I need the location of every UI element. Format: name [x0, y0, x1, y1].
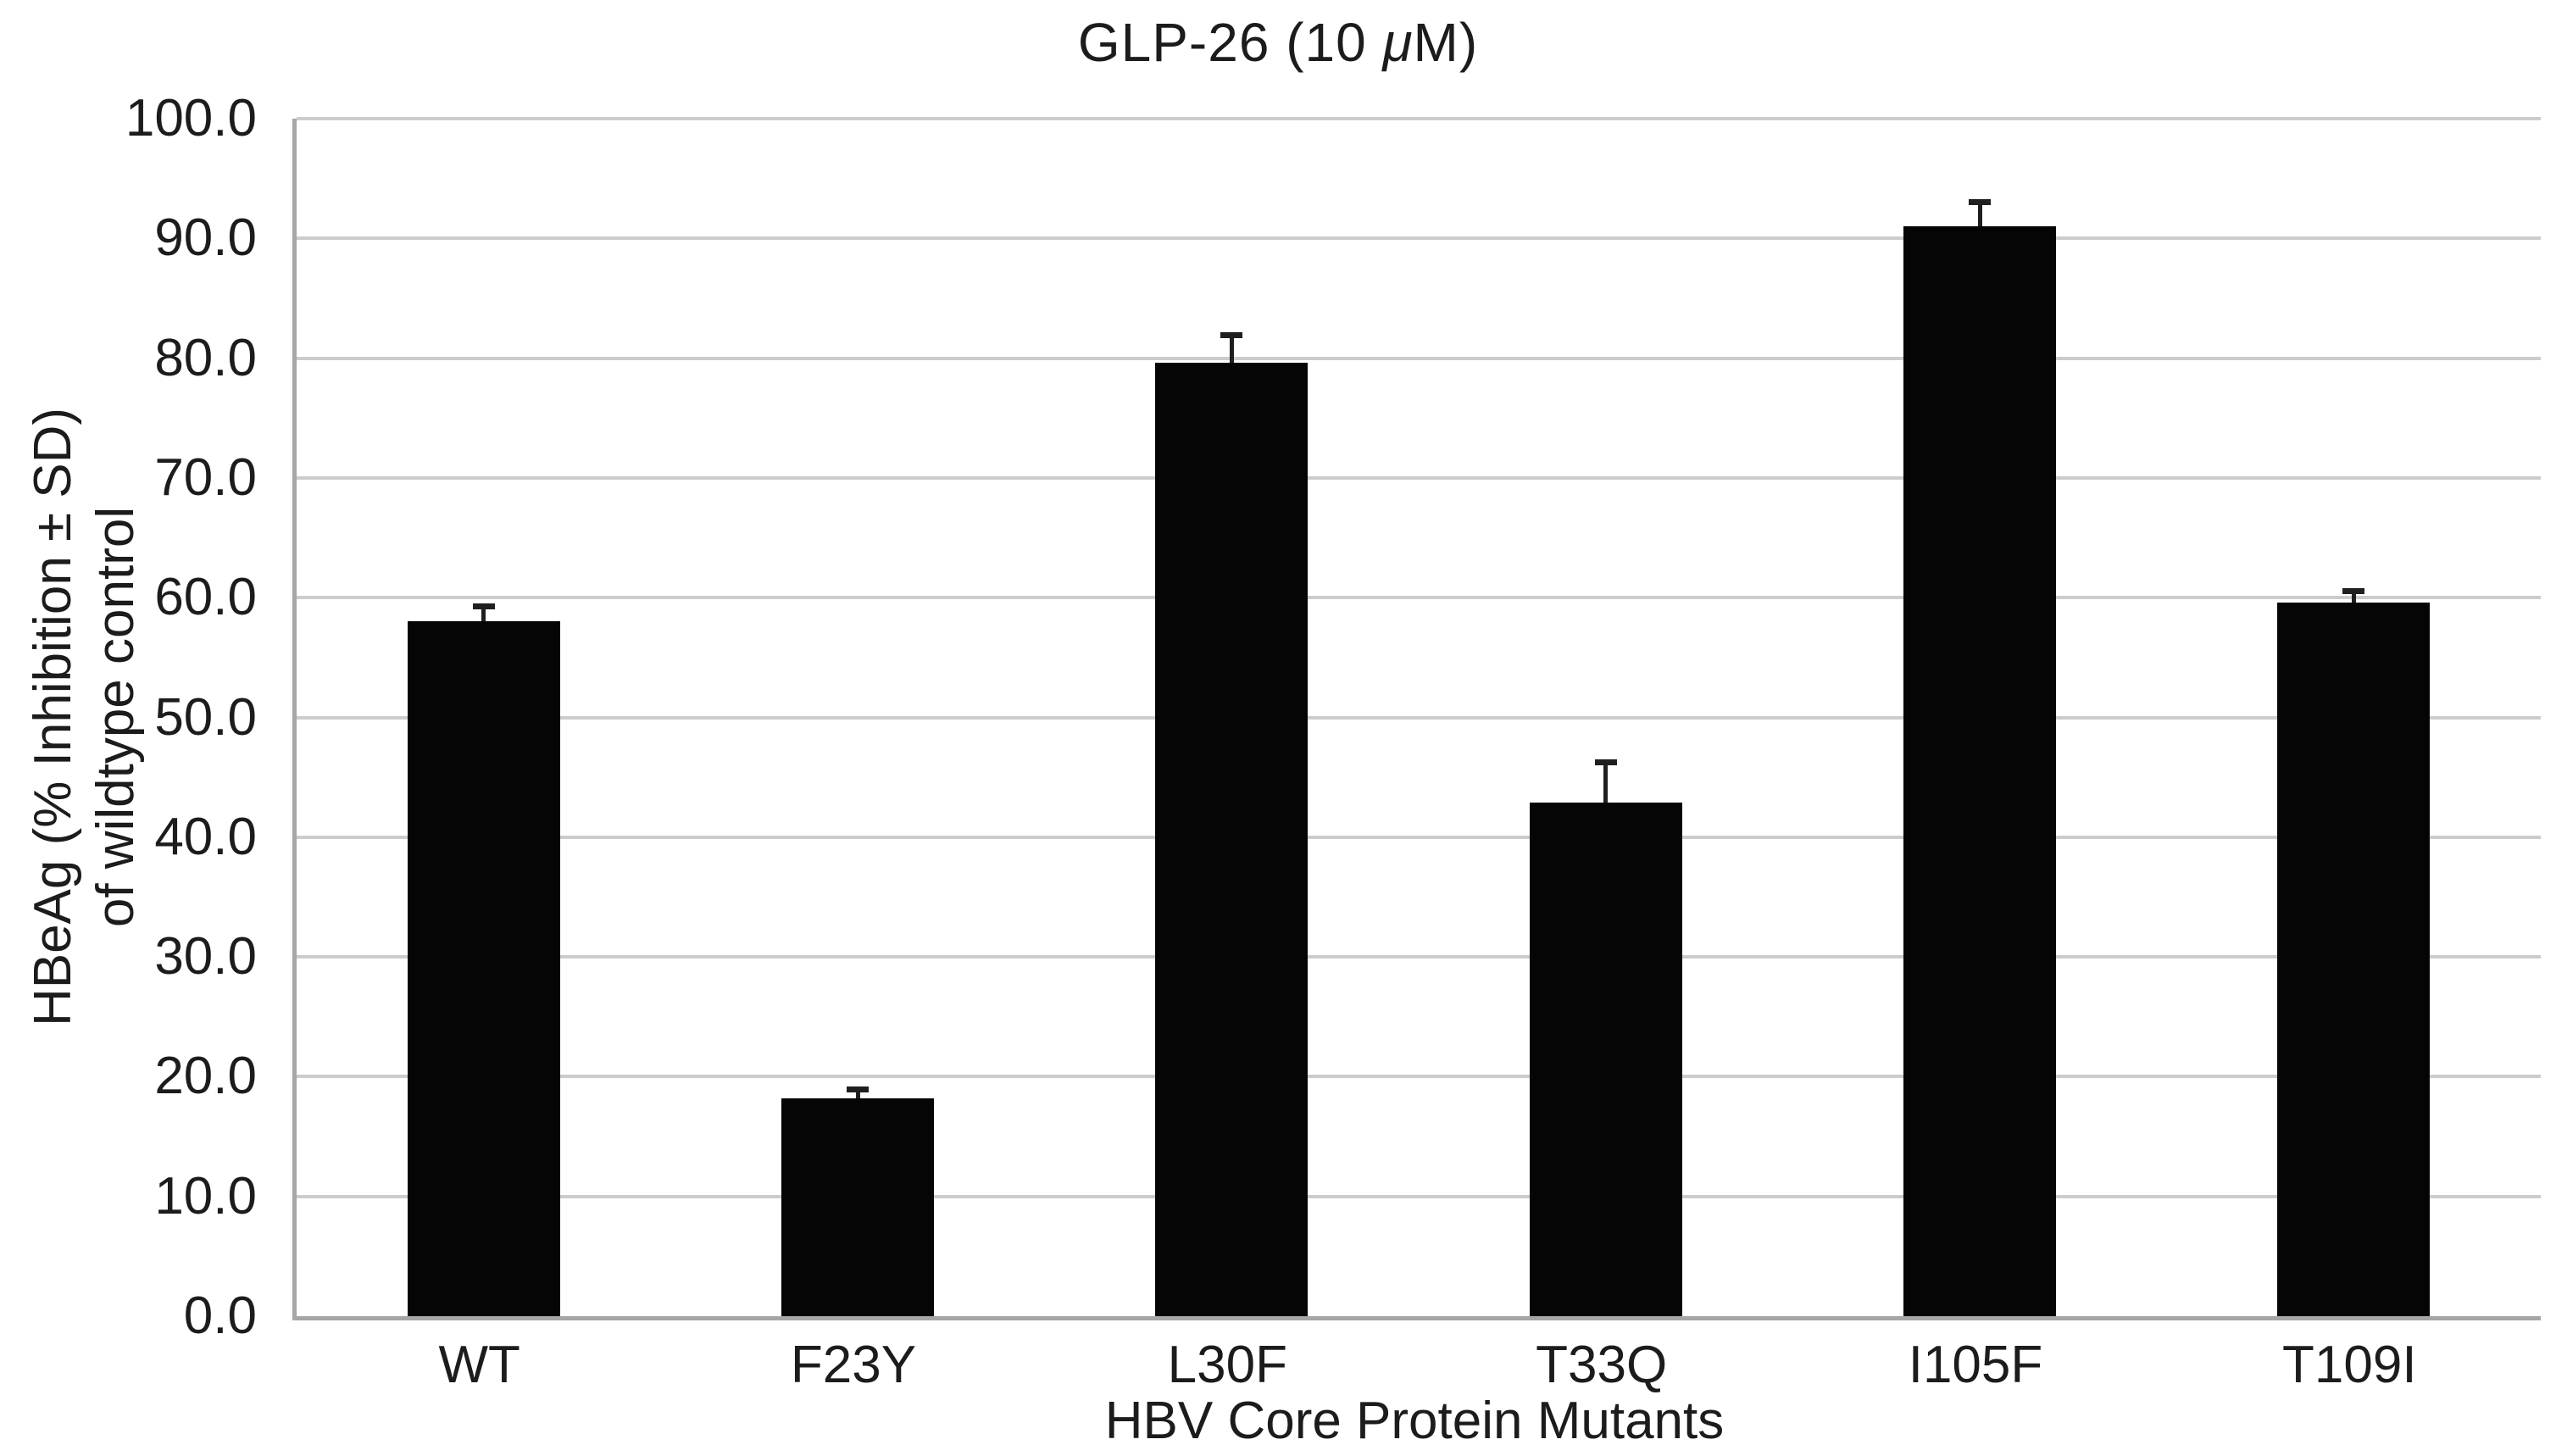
- x-category-label-L30F: L30F: [1167, 1336, 1287, 1394]
- y-tick-label-50.0: 50.0: [154, 687, 257, 747]
- chart-title: GLP-26 (10 μM): [0, 12, 2556, 75]
- x-axis-title: HBV Core Protein Mutants: [1104, 1392, 1725, 1450]
- bar-L30F: [1155, 363, 1309, 1316]
- error-bar-cap-WT: [472, 603, 495, 610]
- error-bar-cap-T33Q: [1594, 759, 1617, 765]
- x-category-label-T33Q: T33Q: [1536, 1336, 1668, 1394]
- chart-title-mu-symbol: μ: [1382, 12, 1414, 73]
- x-category-label-WT: WT: [438, 1336, 520, 1394]
- y-tick-label-30.0: 30.0: [154, 927, 257, 986]
- bar-WT: [407, 621, 560, 1316]
- gridline-20.0: [297, 1075, 2541, 1079]
- gridline-80.0: [297, 356, 2541, 360]
- error-bar-cap-F23Y: [847, 1086, 869, 1092]
- gridline-100.0: [297, 117, 2541, 120]
- gridline-70.0: [297, 475, 2541, 480]
- error-bar-stem-T109I: [2351, 587, 2356, 603]
- gridline-90.0: [297, 236, 2541, 241]
- chart-title-suffix: M): [1413, 12, 1479, 73]
- bar-I105F: [1903, 226, 2056, 1316]
- y-tick-label-10.0: 10.0: [154, 1166, 257, 1225]
- error-bar-stem-F23Y: [855, 1086, 860, 1098]
- y-tick-label-0.0: 0.0: [183, 1287, 257, 1345]
- error-bar-stem-T33Q: [1603, 759, 1609, 803]
- bar-F23Y: [781, 1098, 934, 1316]
- chart-title-prefix: GLP-26 (10: [1077, 12, 1383, 73]
- error-bar-stem-L30F: [1229, 331, 1234, 364]
- x-category-label-F23Y: F23Y: [790, 1336, 917, 1394]
- y-tick-label-40.0: 40.0: [154, 807, 257, 866]
- y-tick-label-70.0: 70.0: [154, 447, 257, 507]
- y-tick-label-20.0: 20.0: [154, 1047, 257, 1106]
- error-bar-cap-T109I: [2342, 587, 2365, 594]
- gridline-30.0: [297, 955, 2541, 959]
- y-tick-label-60.0: 60.0: [154, 568, 257, 627]
- gridline-10.0: [297, 1194, 2541, 1198]
- x-category-label-T109I: T109I: [2282, 1336, 2417, 1394]
- gridline-40.0: [297, 835, 2541, 839]
- y-tick-label-90.0: 90.0: [154, 208, 257, 268]
- y-tick-label-80.0: 80.0: [154, 328, 257, 387]
- plot-area: [292, 117, 2541, 1320]
- y-tick-label-100.0: 100.0: [125, 89, 257, 147]
- gridline-60.0: [297, 596, 2541, 600]
- error-bar-cap-I105F: [1969, 198, 1991, 205]
- error-bar-stem-WT: [481, 603, 486, 622]
- bar-T109I: [2277, 602, 2431, 1316]
- x-category-label-I105F: I105F: [1908, 1336, 2043, 1394]
- error-bar-stem-I105F: [1977, 198, 1982, 227]
- gridline-50.0: [297, 715, 2541, 720]
- error-bar-cap-L30F: [1220, 331, 1243, 338]
- bar-T33Q: [1529, 802, 1682, 1316]
